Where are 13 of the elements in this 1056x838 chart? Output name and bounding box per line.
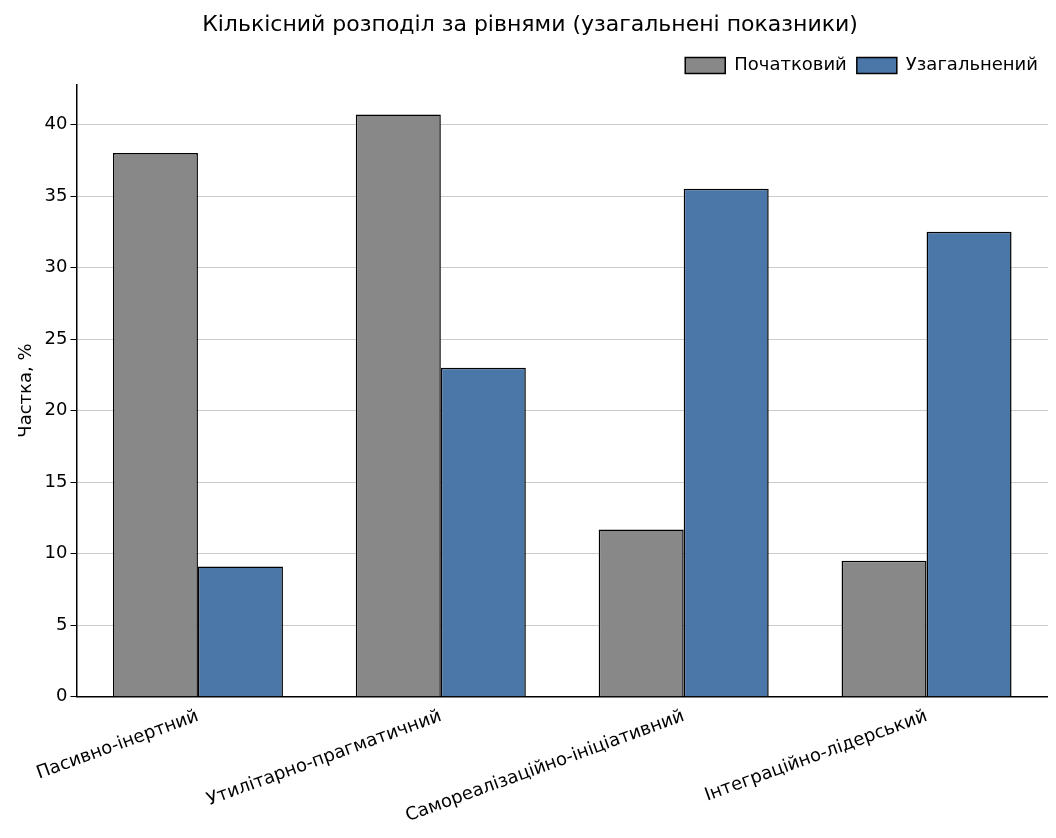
y-tick-label: 0 [56, 684, 68, 706]
y-axis-title: Частка, % [14, 343, 36, 438]
y-tick-label: 5 [56, 612, 68, 634]
legend-label: Узагальнений [905, 53, 1039, 75]
y-tick-label: 35 [44, 183, 68, 205]
y-tick-label: 30 [44, 255, 68, 277]
y-tick-label: 15 [44, 469, 68, 491]
y-tick-label: 40 [44, 112, 68, 134]
legend-label: Початковий [734, 53, 847, 75]
y-tick-label: 20 [44, 398, 68, 420]
y-tick-label: 25 [44, 326, 68, 348]
chart-title: Кількісний розподіл за рівнями (узагальнені показники) [202, 10, 858, 36]
y-tick-label: 10 [44, 541, 68, 563]
